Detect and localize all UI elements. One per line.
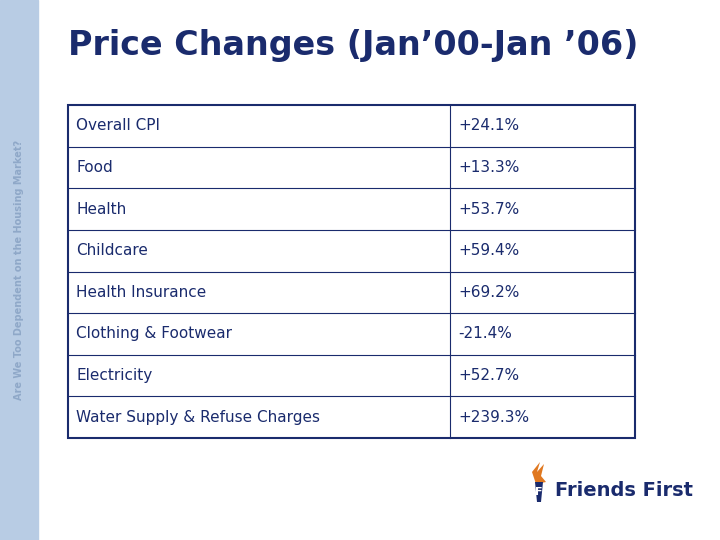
Bar [68,105,635,438]
Polygon shape [535,482,543,502]
Text: +53.7%: +53.7% [458,201,519,217]
Bar [0,0,38,540]
Polygon shape [532,462,546,484]
Text: Childcare: Childcare [76,243,148,258]
Text: Friends First: Friends First [555,481,693,500]
Text: Food: Food [76,160,113,175]
Text: +13.3%: +13.3% [458,160,519,175]
Text: +52.7%: +52.7% [458,368,519,383]
Text: Are We Too Dependent on the Housing Market?: Are We Too Dependent on the Housing Mark… [14,140,24,400]
Text: Overall CPI: Overall CPI [76,118,160,133]
Text: F: F [535,487,543,497]
Text: +24.1%: +24.1% [458,118,519,133]
Text: Health Insurance: Health Insurance [76,285,206,300]
Text: +59.4%: +59.4% [458,243,519,258]
Text: Electricity: Electricity [76,368,152,383]
Text: Price Changes (Jan’00-Jan ’06): Price Changes (Jan’00-Jan ’06) [68,29,639,62]
Text: -21.4%: -21.4% [458,327,512,341]
Text: +239.3%: +239.3% [458,410,529,424]
Text: Clothing & Footwear: Clothing & Footwear [76,327,232,341]
Text: Health: Health [76,201,126,217]
Text: Water Supply & Refuse Charges: Water Supply & Refuse Charges [76,410,320,424]
Text: +69.2%: +69.2% [458,285,519,300]
